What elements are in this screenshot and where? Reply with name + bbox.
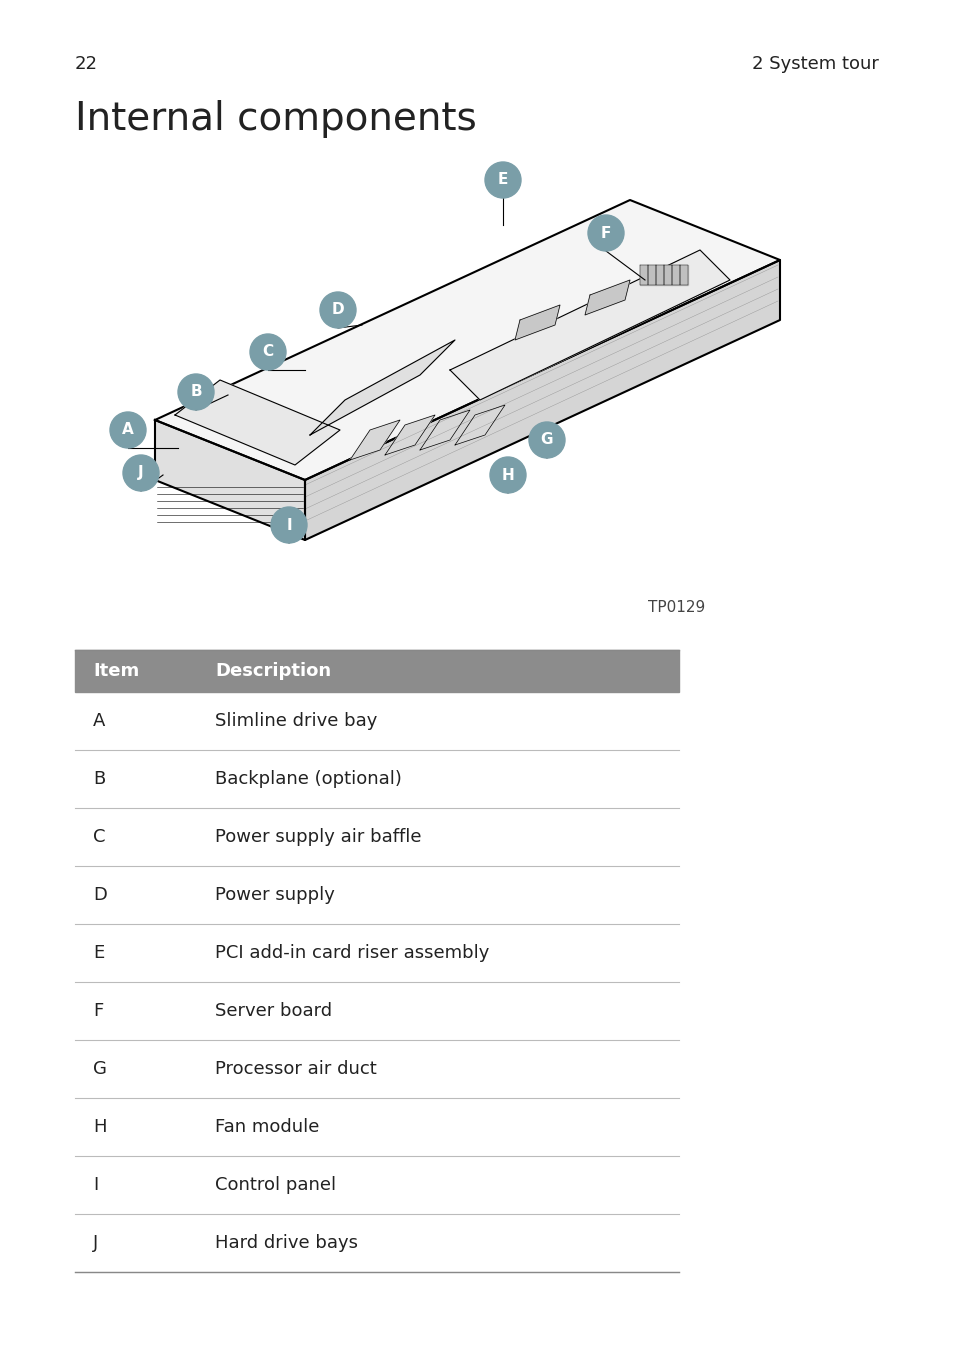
Text: Item: Item: [92, 663, 139, 680]
Circle shape: [490, 457, 525, 493]
Text: Backplane (optional): Backplane (optional): [214, 769, 401, 789]
Text: C: C: [262, 345, 274, 360]
Polygon shape: [656, 266, 663, 285]
Polygon shape: [310, 340, 455, 435]
Text: Hard drive bays: Hard drive bays: [214, 1233, 357, 1253]
Bar: [75, 750, 679, 808]
Text: H: H: [501, 467, 514, 482]
Bar: [75, 924, 679, 982]
Text: 2 System tour: 2 System tour: [751, 55, 878, 73]
Bar: [75, 867, 679, 924]
Text: I: I: [92, 1176, 98, 1194]
Polygon shape: [663, 266, 671, 285]
Text: A: A: [92, 712, 105, 730]
Polygon shape: [515, 305, 559, 340]
Circle shape: [250, 334, 286, 370]
Bar: [75, 1040, 679, 1098]
Text: PCI add-in card riser assembly: PCI add-in card riser assembly: [214, 945, 489, 962]
Text: F: F: [92, 1002, 103, 1020]
Text: Description: Description: [214, 663, 331, 680]
Bar: [75, 1155, 679, 1214]
Text: D: D: [332, 303, 344, 318]
Text: TP0129: TP0129: [647, 600, 704, 615]
Circle shape: [123, 455, 159, 491]
Text: B: B: [92, 769, 105, 789]
Polygon shape: [647, 266, 656, 285]
Bar: [75, 808, 679, 867]
Text: G: G: [540, 433, 553, 448]
Text: I: I: [286, 517, 292, 533]
Text: E: E: [497, 172, 508, 188]
Text: D: D: [92, 886, 107, 904]
Text: Fan module: Fan module: [214, 1118, 319, 1136]
Text: E: E: [92, 945, 104, 962]
Polygon shape: [154, 420, 305, 539]
Text: F: F: [600, 226, 611, 241]
Polygon shape: [154, 200, 780, 481]
Text: A: A: [122, 423, 133, 438]
Text: Internal components: Internal components: [75, 100, 476, 138]
Polygon shape: [671, 266, 679, 285]
Circle shape: [529, 422, 564, 459]
Text: Processor air duct: Processor air duct: [214, 1060, 376, 1077]
Polygon shape: [174, 381, 339, 465]
Text: H: H: [92, 1118, 107, 1136]
Text: Power supply air baffle: Power supply air baffle: [214, 828, 421, 846]
Text: 22: 22: [75, 55, 98, 73]
Circle shape: [271, 507, 307, 543]
Circle shape: [110, 412, 146, 448]
Bar: [75, 1098, 679, 1155]
Circle shape: [484, 162, 520, 199]
Polygon shape: [305, 260, 780, 539]
Polygon shape: [679, 266, 687, 285]
Circle shape: [587, 215, 623, 251]
Polygon shape: [584, 281, 629, 315]
Circle shape: [178, 374, 213, 409]
Polygon shape: [419, 409, 470, 450]
Polygon shape: [350, 420, 399, 460]
Text: Slimline drive bay: Slimline drive bay: [214, 712, 377, 730]
Text: Server board: Server board: [214, 1002, 332, 1020]
Text: C: C: [92, 828, 106, 846]
Text: G: G: [92, 1060, 107, 1077]
Text: Power supply: Power supply: [214, 886, 335, 904]
Polygon shape: [385, 415, 435, 455]
Text: B: B: [190, 385, 202, 400]
Text: Control panel: Control panel: [214, 1176, 335, 1194]
Bar: [75, 691, 679, 750]
Polygon shape: [455, 405, 504, 445]
Polygon shape: [450, 251, 729, 400]
Text: J: J: [138, 465, 144, 481]
Bar: [75, 1214, 679, 1272]
Circle shape: [319, 292, 355, 329]
Bar: [75, 650, 679, 691]
Text: J: J: [92, 1233, 98, 1253]
Bar: [75, 982, 679, 1040]
Polygon shape: [639, 266, 647, 285]
